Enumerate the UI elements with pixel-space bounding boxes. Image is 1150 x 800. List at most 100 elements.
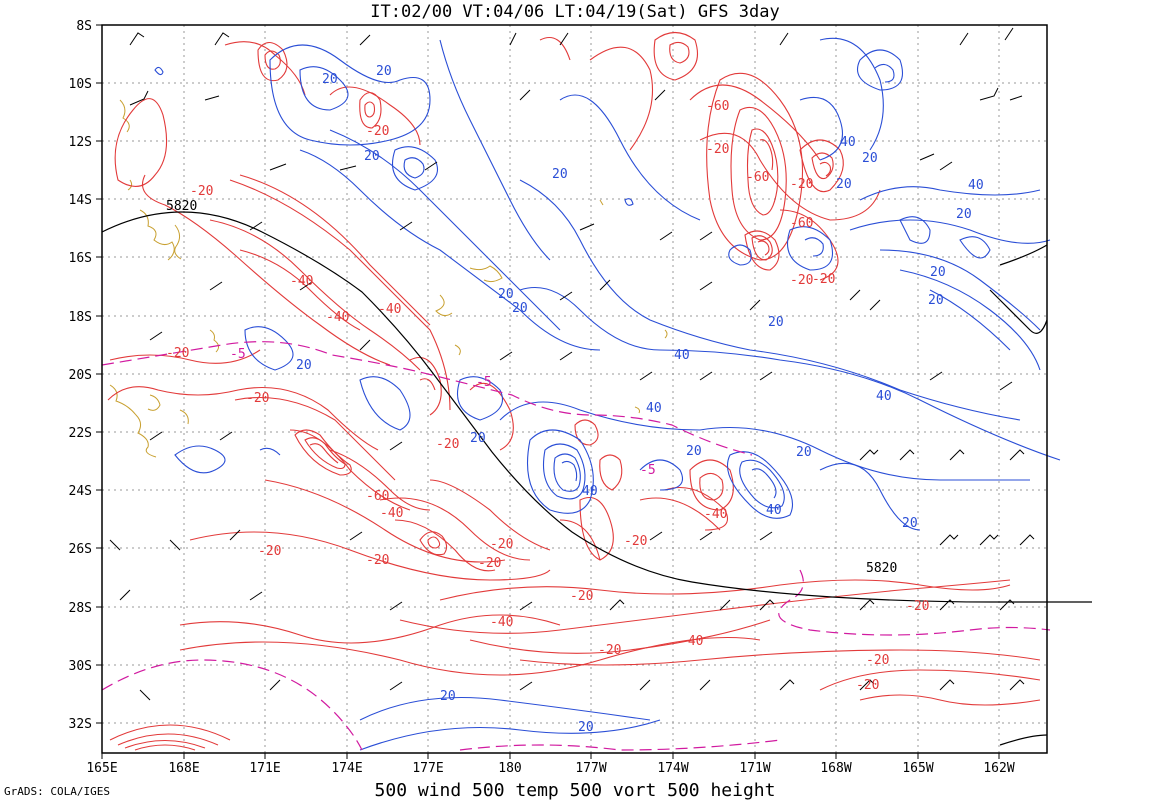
vort-neg-label: -20 xyxy=(856,678,879,693)
vort-pos-label: 20 xyxy=(578,720,594,735)
lat-label: 26S xyxy=(69,542,92,557)
lat-label: 14S xyxy=(69,193,92,208)
lat-label: 24S xyxy=(69,484,92,499)
vort-pos-label: 20 xyxy=(322,72,338,87)
vort-pos-label: 40 xyxy=(876,389,892,404)
vort-neg-label: -20 xyxy=(906,599,929,614)
vort-neg-label: -20 xyxy=(366,553,389,568)
vort-pos-label: 20 xyxy=(862,151,878,166)
vort-neg-label: -60 xyxy=(366,489,389,504)
vort-neg-label: -20 xyxy=(570,589,593,604)
coastlines xyxy=(109,99,668,458)
height-label: 5820 xyxy=(866,561,897,576)
temp-label: -5 xyxy=(476,375,492,390)
vort-neg-label: -40 xyxy=(380,506,403,521)
lon-label: 171E xyxy=(249,761,280,776)
vort-pos-label: 20 xyxy=(296,358,312,373)
vort-neg-label: -20 xyxy=(790,273,813,288)
vort-neg-label: -40 xyxy=(490,615,513,630)
lat-label: 10S xyxy=(69,77,92,92)
temp-label: -5 xyxy=(640,463,656,478)
lon-label: 165E xyxy=(86,761,117,776)
lon-axis xyxy=(101,753,1000,759)
vort-pos-label: 20 xyxy=(364,149,380,164)
vort-pos-label: 20 xyxy=(928,293,944,308)
vort-neg-label: -20 xyxy=(812,272,835,287)
vort-neg-label: -20 xyxy=(490,537,513,552)
lat-label: 22S xyxy=(69,426,92,441)
vort-pos-label: 20 xyxy=(796,445,812,460)
lon-label: 162W xyxy=(983,761,1014,776)
lat-labels: 8S 10S 12S 14S 16S 18S 20S 22S 24S 26S 2… xyxy=(69,19,92,732)
vort-pos-label: 20 xyxy=(498,287,514,302)
vort-pos-label: 20 xyxy=(512,301,528,316)
lon-labels: 165E 168E 171E 174E 177E 180 177W 174W 1… xyxy=(86,761,1014,776)
vorticity-negative-contours xyxy=(107,31,1041,751)
vort-neg-label: -40 xyxy=(290,274,313,289)
vort-neg-label: -40 xyxy=(704,507,727,522)
vort-neg-label: -40 xyxy=(326,310,349,325)
vort-neg-label: -20 xyxy=(478,556,501,571)
credit-label: GrADS: COLA/IGES xyxy=(4,785,110,798)
vort-pos-label: 20 xyxy=(686,444,702,459)
lat-axis xyxy=(96,24,102,724)
lon-label: 171W xyxy=(739,761,770,776)
lat-label: 32S xyxy=(69,717,92,732)
lon-label: 168E xyxy=(168,761,199,776)
vort-pos-label: 20 xyxy=(768,315,784,330)
lat-label: 20S xyxy=(69,368,92,383)
vort-neg-label: -40 xyxy=(378,302,401,317)
lat-label: 28S xyxy=(69,601,92,616)
lat-label: 30S xyxy=(69,659,92,674)
lat-label: 8S xyxy=(76,19,92,34)
lat-label: 18S xyxy=(69,310,92,325)
lon-label: 165W xyxy=(902,761,933,776)
vort-pos-label: 20 xyxy=(376,64,392,79)
plot-area xyxy=(102,25,1047,753)
height-contours xyxy=(101,211,1092,746)
vort-pos-label: 20 xyxy=(440,689,456,704)
contour-labels-extra: 20 xyxy=(578,720,594,735)
vort-neg-label: -60 xyxy=(706,99,729,114)
vort-pos-label: 20 xyxy=(470,431,486,446)
wind-barbs xyxy=(109,27,1035,701)
vort-neg-label: -20 xyxy=(624,534,647,549)
vort-pos-label: 20 xyxy=(956,207,972,222)
vort-pos-label: 20 xyxy=(930,265,946,280)
vort-pos-label: 40 xyxy=(766,503,782,518)
lat-label: 12S xyxy=(69,135,92,150)
vort-pos-label: 40 xyxy=(646,401,662,416)
lon-label: 168W xyxy=(820,761,851,776)
vorticity-positive-contours xyxy=(154,37,1061,751)
vort-neg-label: -60 xyxy=(746,170,769,185)
lon-label: 177E xyxy=(412,761,443,776)
temp-label: -5 xyxy=(230,347,246,362)
vort-neg-label: -20 xyxy=(246,391,269,406)
vort-pos-label: 40 xyxy=(674,348,690,363)
vort-pos-label: 20 xyxy=(902,516,918,531)
map-footer-caption: 500 wind 500 temp 500 vort 500 height xyxy=(375,780,776,800)
vort-pos-label: 40 xyxy=(968,178,984,193)
vort-neg-label: -60 xyxy=(790,216,813,231)
graticule xyxy=(102,25,1047,753)
vort-neg-label: -20 xyxy=(706,142,729,157)
vort-neg-label: -20 xyxy=(190,184,213,199)
vort-neg-label: -20 xyxy=(366,124,389,139)
lon-label: 174E xyxy=(331,761,362,776)
vort-neg-label: -40 xyxy=(680,634,703,649)
lat-label: 16S xyxy=(69,251,92,266)
lon-label: 177W xyxy=(575,761,606,776)
height-label: 5820 xyxy=(166,199,197,214)
vort-neg-label: -20 xyxy=(258,544,281,559)
plot-frame xyxy=(101,24,1048,754)
lon-label: 180 xyxy=(498,761,521,776)
vort-neg-label: -20 xyxy=(866,653,889,668)
vort-pos-label: 40 xyxy=(840,135,856,150)
vort-pos-label: 20 xyxy=(552,167,568,182)
map-title: IT:02/00 VT:04/06 LT:04/19(Sat) GFS 3day xyxy=(370,2,779,22)
vort-pos-label: 20 xyxy=(836,177,852,192)
contour-labels: 5820 5820 -5 -5 -5 -20 -20 -40 -40 -40 -… xyxy=(166,64,984,704)
vort-neg-label: -20 xyxy=(598,643,621,658)
vort-neg-label: -20 xyxy=(790,177,813,192)
